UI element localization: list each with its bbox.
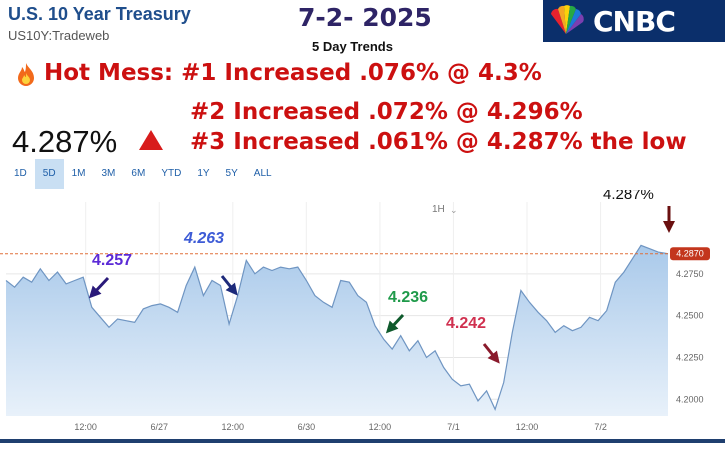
headline-1: Hot Mess: #1 Increased .076% @ 4.3% (44, 60, 542, 86)
chevron-down-icon[interactable]: ⌄ (450, 205, 458, 215)
yield-series-line (5, 244, 669, 411)
cnbc-logo: CNBC (543, 0, 725, 42)
range-tab-all[interactable]: ALL (253, 168, 272, 179)
annotation-4287: 4.287% (603, 190, 654, 203)
ticker-source: US10Y:Tradeweb (8, 28, 110, 43)
page-title: U.S. 10 Year Treasury (8, 4, 191, 24)
logo-text: CNBC (593, 4, 676, 38)
range-tab-6m[interactable]: 6M (131, 168, 146, 179)
trends-label: 5 Day Trends (312, 39, 393, 54)
x-tick-label: 6/30 (298, 422, 316, 432)
svg-text:4.2870: 4.2870 (676, 249, 704, 259)
annotation-4257: 4.257 (92, 252, 132, 269)
range-tab-1d[interactable]: 1D (14, 168, 27, 179)
annotation-4236: 4.236 (388, 289, 428, 306)
x-tick-label: 12:00 (516, 422, 539, 432)
range-tab-5y[interactable]: 5Y (225, 168, 238, 179)
peacock-icon (551, 5, 584, 35)
range-tabs: 1D 5D 1M 3M 6M YTD 1Y 5Y ALL (6, 159, 280, 189)
range-tab-1m[interactable]: 1M (71, 168, 86, 179)
x-tick-label: 12:00 (369, 422, 392, 432)
triangle-up-icon (139, 130, 163, 150)
headline-3: #3 Increased .061% @ 4.287% the low (190, 129, 687, 155)
y-tick-label: 4.2250 (676, 352, 704, 362)
bottom-divider (0, 439, 725, 443)
x-tick-label: 12:00 (74, 422, 97, 432)
x-tick-label: 7/1 (447, 422, 460, 432)
current-price: 4.287% (12, 124, 118, 159)
y-tick-label: 4.2500 (676, 311, 704, 321)
yield-chart[interactable]: 4.2870 4.2750 4.2500 4.2250 4.2000 12:00 6/2… (0, 190, 725, 440)
arrow-icon (385, 313, 405, 334)
arrow-icon (482, 343, 500, 364)
headline-2: #2 Increased .072% @ 4.296% (190, 99, 583, 125)
range-tab-5d[interactable]: 5D (34, 159, 64, 189)
arrow-icon (88, 276, 110, 299)
date-label: 7-2- 2025 (298, 3, 432, 32)
fire-icon (18, 63, 34, 86)
interval-selector[interactable]: 1H (432, 204, 445, 215)
range-tab-3m[interactable]: 3M (101, 168, 116, 179)
y-tick-label: 4.2750 (676, 269, 704, 279)
y-tick-label: 4.2000 (676, 394, 704, 404)
annotation-4263: 4.263 (183, 230, 224, 247)
yield-area (6, 245, 668, 416)
arrow-icon (220, 275, 238, 296)
x-tick-label: 12:00 (222, 422, 245, 432)
annotation-4242: 4.242 (446, 315, 486, 332)
last-value-badge: 4.2870 (670, 247, 710, 261)
x-tick-label: 7/2 (594, 422, 607, 432)
range-tab-1y[interactable]: 1Y (197, 168, 210, 179)
range-tab-ytd[interactable]: YTD (161, 168, 182, 179)
x-tick-label: 6/27 (150, 422, 168, 432)
